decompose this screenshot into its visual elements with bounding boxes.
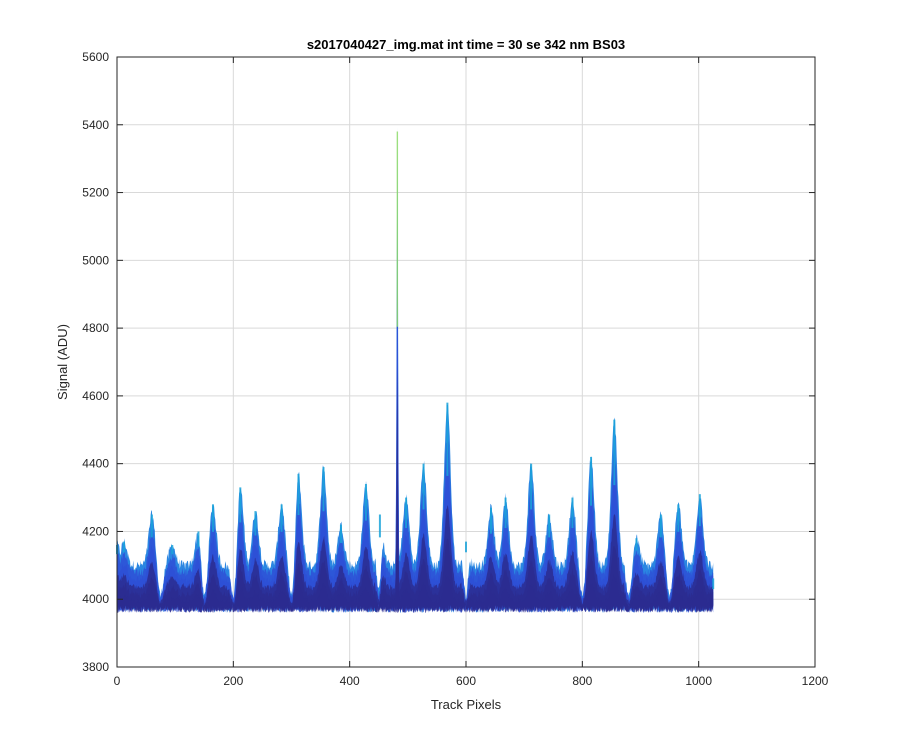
y-tick-label: 4800 [82,321,109,335]
x-tick-label: 1200 [802,674,829,688]
signal-trace-band [117,214,714,613]
y-tick-label: 3800 [82,660,109,674]
axis-ticks: 0 200 400 600 800 1000 1200 3800 4000 4200 4400 460… [82,50,828,688]
signal-trace-band [117,287,714,613]
x-tick-label: 1000 [685,674,712,688]
y-axis-label: Signal (ADU) [55,324,70,400]
signal-trace-band [117,453,714,613]
y-tick-label: 4200 [82,524,109,538]
y-tick-label: 4000 [82,592,109,606]
y-tick-label: 5600 [82,50,109,64]
chart-title: s2017040427_img.mat int time = 30 se 342… [307,37,625,52]
y-tick-label: 4600 [82,389,109,403]
x-tick-label: 600 [456,674,476,688]
y-tick-label: 5400 [82,118,109,132]
x-tick-label: 400 [340,674,360,688]
signal-trace-band [117,527,714,613]
signal-trace-band [117,368,714,613]
plot-area [116,127,715,613]
y-tick-label: 5000 [82,253,109,267]
y-tick-label: 4400 [82,457,109,471]
x-tick-label: 800 [572,674,592,688]
x-tick-label: 0 [114,674,121,688]
x-tick-label: 200 [223,674,243,688]
signal-trace-band [117,127,714,613]
y-tick-label: 5200 [82,186,109,200]
x-axis-label: Track Pixels [431,697,502,712]
